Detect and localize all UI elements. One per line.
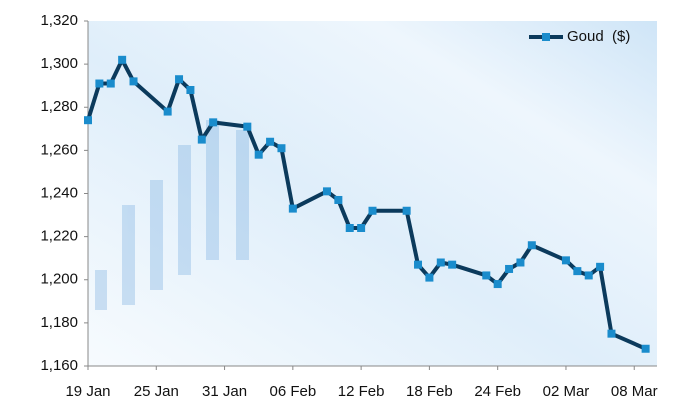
x-tick-label: 25 Jan [134, 383, 179, 400]
y-tick-label: 1,160 [40, 357, 78, 374]
point-marker [357, 224, 366, 232]
point-marker [493, 280, 502, 289]
point-marker [106, 79, 115, 88]
point-marker [95, 79, 104, 88]
point-marker [277, 144, 286, 153]
point-marker [368, 206, 377, 215]
y-tick-label: 1,240 [40, 184, 78, 201]
point-marker [197, 135, 206, 144]
point-marker [129, 77, 138, 86]
x-tick-label: 12 Feb [338, 383, 385, 400]
plot-area [88, 21, 657, 366]
x-tick-label: 24 Feb [474, 383, 521, 400]
point-marker [118, 55, 127, 64]
point-marker [596, 262, 605, 271]
point-marker [84, 116, 92, 125]
point-marker [425, 273, 434, 282]
point-marker [573, 267, 582, 276]
point-marker [436, 258, 445, 267]
y-tick-label: 1,200 [40, 271, 78, 288]
point-marker [641, 344, 650, 353]
point-marker [334, 195, 343, 204]
legend-label: Goud ($) [567, 28, 630, 45]
y-tick-label: 1,320 [40, 12, 78, 29]
point-marker [607, 329, 616, 338]
y-tick-label: 1,300 [40, 55, 78, 72]
point-marker [288, 204, 297, 213]
point-marker [561, 256, 570, 265]
x-tick-label: 31 Jan [202, 383, 247, 400]
point-marker [527, 241, 536, 250]
point-marker [482, 271, 491, 280]
point-marker [186, 86, 195, 94]
x-tick-label: 18 Feb [406, 383, 453, 400]
y-tick-label: 1,260 [40, 141, 78, 158]
y-tick-label: 1,180 [40, 314, 78, 331]
point-marker [414, 260, 423, 269]
y-tick-label: 1,220 [40, 228, 78, 245]
y-tick-label: 1,280 [40, 98, 78, 115]
legend-marker [542, 33, 550, 41]
point-marker [266, 137, 275, 146]
point-marker [345, 224, 354, 232]
point-marker [322, 187, 331, 196]
point-marker [584, 271, 593, 280]
x-tick-label: 02 Mar [543, 383, 590, 400]
point-marker [243, 122, 252, 131]
line-series [86, 57, 647, 351]
point-marker [505, 264, 514, 273]
point-marker [254, 150, 263, 159]
point-marker [402, 206, 411, 215]
point-marker [175, 75, 184, 84]
x-tick-label: 08 Mar [611, 383, 658, 400]
point-marker [448, 260, 457, 269]
point-marker [516, 258, 525, 267]
x-tick-label: 19 Jan [65, 383, 110, 400]
point-marker [163, 107, 172, 116]
x-tick-label: 06 Feb [269, 383, 316, 400]
background-decoration [95, 120, 249, 310]
point-marker [209, 118, 218, 127]
